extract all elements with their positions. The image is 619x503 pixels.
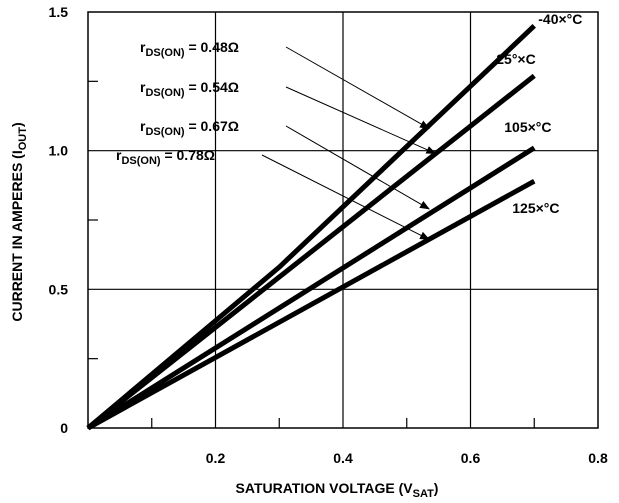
x-axis-title: SATURATION VOLTAGE (VSAT) (236, 480, 439, 500)
rdson-annotation: rDS(ON) = 0.67Ω (140, 118, 430, 210)
series-label: -40×°C (538, 11, 582, 27)
annotation-arrow (261, 154, 430, 240)
y-tick-label: 0.5 (49, 281, 69, 297)
series-line (86, 24, 536, 430)
annotation-arrow (285, 46, 430, 129)
series-line (86, 145, 536, 431)
rdson-annotation: rDS(ON) = 0.54Ω (140, 79, 437, 154)
y-tick-label: 0 (60, 420, 68, 436)
annotation-arrow (285, 86, 437, 154)
x-tick-label: 0.6 (461, 450, 481, 466)
annotation-label: rDS(ON) = 0.54Ω (140, 79, 239, 99)
y-tick-label: 1.0 (49, 143, 69, 159)
x-tick-label: 0.2 (206, 450, 226, 466)
annotation-label: rDS(ON) = 0.67Ω (140, 118, 239, 138)
series-line (86, 178, 536, 431)
label-layer: -40×°C 25°×C 105×°C 125×°C 0.2 0.4 0.6 0.8 0 0.5 1… (9, 4, 608, 500)
x-tick-label: 0.4 (333, 450, 353, 466)
series-layer (86, 24, 536, 431)
annotation-arrow (285, 125, 430, 210)
x-tick-label: 0.8 (588, 450, 608, 466)
annotation-label: rDS(ON) = 0.48Ω (140, 39, 239, 59)
series-line (86, 73, 536, 430)
y-tick-label: 1.5 (49, 4, 69, 20)
series-label: 25°×C (496, 51, 535, 67)
rdson-annotation: rDS(ON) = 0.48Ω (140, 39, 430, 129)
y-axis-title: CURRENT IN AMPERES (IOUT) (9, 122, 29, 321)
series-label: 105×°C (504, 119, 551, 135)
annotation-layer: rDS(ON) = 0.48Ω rDS(ON) = 0.54Ω rDS(ON) = … (116, 39, 437, 240)
series-label: 125×°C (512, 200, 559, 216)
annotation-label: rDS(ON) = 0.78Ω (116, 147, 215, 167)
rdson-annotation: rDS(ON) = 0.78Ω (116, 147, 430, 240)
